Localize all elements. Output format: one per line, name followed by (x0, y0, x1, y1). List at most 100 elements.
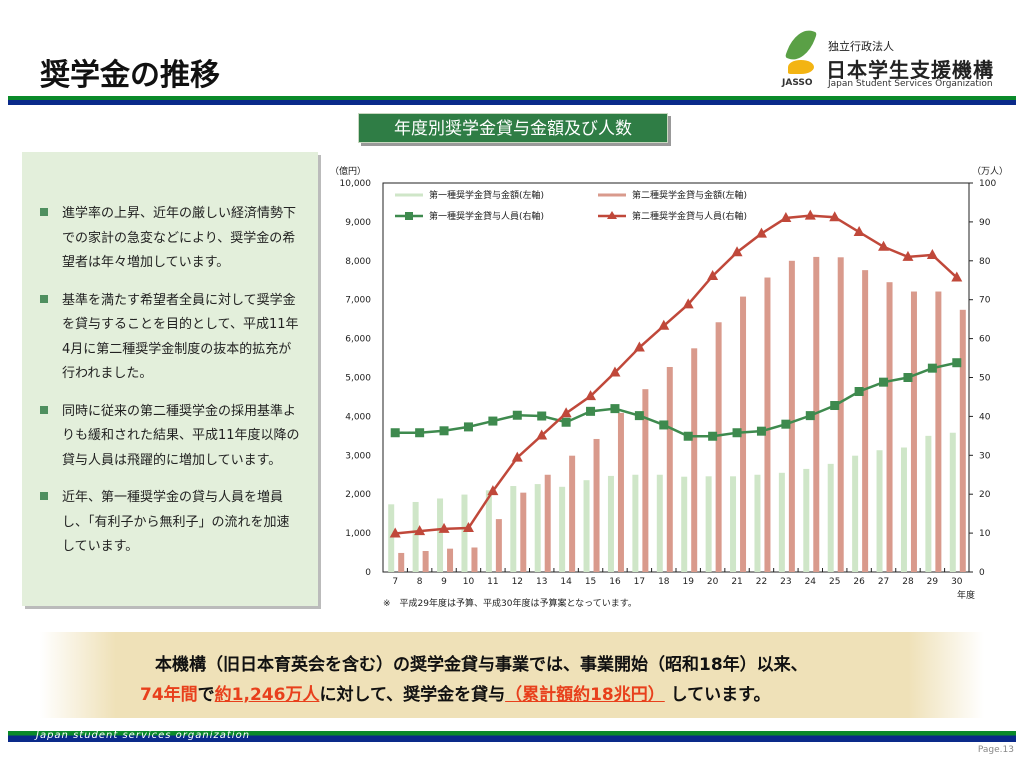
marker-type2-persons (609, 366, 621, 377)
x-tick-label: 22 (756, 577, 767, 587)
legend-label: 第二種奨学金貸与金額(左軸) (632, 189, 747, 201)
bar-type1-amount (656, 474, 663, 572)
marker-type2-persons (585, 390, 597, 401)
logo-line1: 独立行政法人 (828, 40, 894, 53)
marker-type2-persons (731, 246, 743, 257)
bar-type2-amount (593, 438, 600, 572)
bar-type2-amount (520, 492, 527, 572)
y-left-tick-label: 3,000 (345, 451, 371, 461)
logo-line3: Japan Student Services Organization (828, 79, 993, 89)
marker-type1-persons (683, 431, 693, 441)
marker-type1-persons (805, 411, 815, 421)
jasso-logo: JASSO 独立行政法人 日本学生支援機構 Japan Student Serv… (780, 25, 1020, 92)
marker-type1-persons (634, 411, 644, 421)
x-tick-label: 19 (682, 577, 694, 587)
banner-people: 約1,246万人 (214, 685, 320, 705)
bar-type2-amount (910, 291, 917, 572)
marker-type2-persons (511, 451, 523, 462)
bar-type2-amount (764, 277, 771, 572)
marker-type2-persons (682, 298, 694, 309)
y-right-tick-label: 100 (979, 179, 996, 189)
leaf-icon (784, 25, 818, 65)
marker-type2-persons (878, 240, 890, 251)
y-left-tick-label: 10,000 (340, 179, 372, 189)
banner-text: しています。 (664, 685, 771, 705)
x-tick-label: 16 (609, 577, 621, 587)
bar-type2-amount (471, 547, 478, 572)
x-tick-label: 14 (560, 577, 572, 587)
bullet-text: 進学率の上昇、近年の厳しい経済情勢下での家計の急変などにより、奨学金の希望者は年… (62, 206, 297, 270)
bar-type2-amount (495, 519, 502, 572)
y-left-tick-label: 7,000 (345, 296, 371, 306)
x-tick-label: 23 (780, 577, 791, 587)
bar-type1-amount (852, 455, 859, 572)
bar-type1-amount (510, 486, 517, 572)
bar-type2-amount (935, 291, 942, 572)
banner-line1: 本機構（旧日本育英会を含む）の奨学金貸与事業では、事業開始（昭和18年）以来、 (155, 655, 808, 675)
marker-type1-persons (390, 428, 400, 438)
y-left-tick-label: 1,000 (345, 529, 371, 539)
x-tick-label: 17 (634, 577, 645, 587)
x-tick-label: 18 (658, 577, 670, 587)
marker-type1-persons (732, 428, 742, 438)
marker-type2-persons (902, 250, 914, 261)
x-tick-label: 7 (392, 577, 398, 587)
page-number: Page.13 (977, 745, 1014, 755)
x-tick-label: 13 (536, 577, 547, 587)
x-tick-label: 25 (829, 577, 840, 587)
bar-type1-amount (827, 463, 834, 572)
summary-banner (40, 632, 984, 718)
marker-type1-persons (610, 404, 620, 414)
y-left-tick-label: 4,000 (345, 412, 371, 422)
marker-type1-persons (830, 401, 840, 411)
bullet-icon (40, 405, 48, 414)
bar-type2-amount (740, 296, 747, 572)
marker-type2-persons (414, 525, 426, 536)
bar-type2-amount (788, 260, 795, 572)
x-tick-label: 27 (878, 577, 889, 587)
marker-type1-persons (659, 420, 669, 430)
y-right-tick-label: 40 (979, 412, 991, 422)
x-tick-label: 29 (927, 577, 939, 587)
y-left-tick-label: 0 (365, 568, 371, 578)
marker-type1-persons (927, 363, 937, 373)
bar-type1-amount (803, 468, 810, 572)
chart: 0 1,000 2,000 3,000 4,000 5,000 6,000 7,000 8,00… (330, 165, 1008, 609)
legend-label: 第一種奨学金貸与人員(右軸) (429, 210, 544, 222)
marker-type2-persons (462, 522, 474, 533)
x-tick-label: 9 (441, 577, 447, 587)
bar-type1-amount (754, 474, 761, 572)
marker-type1-persons (854, 387, 864, 397)
x-tick-label: 10 (463, 577, 475, 587)
marker-type1-persons (879, 377, 889, 387)
marker-type2-persons (804, 209, 816, 220)
marker-type1-persons (903, 373, 913, 382)
bar-type1-amount (583, 480, 590, 572)
y-left-tick-label: 9,000 (345, 218, 371, 228)
page-title: 奨学金の推移 (40, 58, 220, 93)
bar-type2-amount (642, 389, 649, 572)
x-tick-label: 30 (951, 577, 963, 587)
y-right-tick-label: 60 (979, 335, 991, 345)
bar-type1-amount (681, 476, 688, 572)
bullet-item: 進学率の上昇、近年の厳しい経済情勢下での家計の急変などにより、奨学金の希望者は年… (40, 202, 300, 276)
marker-type1-persons (463, 422, 473, 432)
x-tick-label: 28 (902, 577, 914, 587)
y-left-tick-label: 2,000 (345, 490, 371, 500)
y-right-tick-label: 30 (979, 451, 991, 461)
marker-type1-persons (708, 431, 718, 441)
bar-type1-amount (925, 435, 932, 572)
bar-type2-amount (862, 270, 869, 572)
marker-type2-persons (438, 522, 450, 533)
x-axis-label: 年度 (957, 589, 975, 601)
marker-type2-persons (707, 269, 719, 280)
marker-type1-persons (756, 426, 766, 436)
swoosh-icon (788, 60, 814, 74)
legend-marker (607, 211, 617, 219)
chart-title: 年度別奨学金貸与金額及び人数 (358, 113, 668, 143)
bar-type1-amount (900, 447, 907, 572)
marker-type2-persons (951, 271, 963, 282)
bar-type2-amount (447, 548, 454, 572)
bar-type1-amount (730, 476, 737, 572)
marker-type2-persons (926, 248, 938, 259)
